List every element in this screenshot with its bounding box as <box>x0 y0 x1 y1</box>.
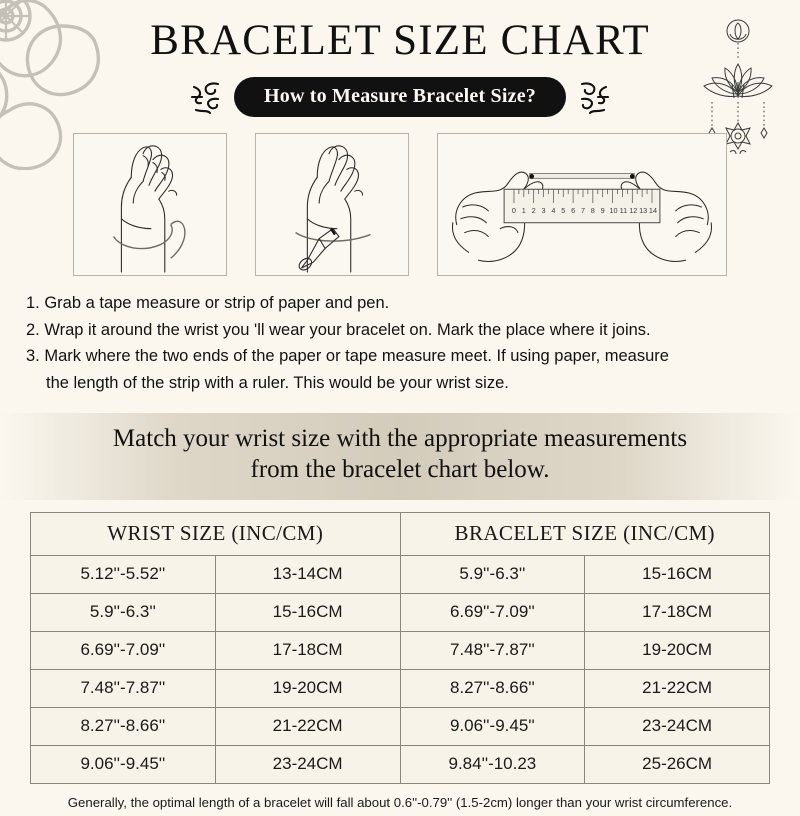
cell-wrist-cm: 23-24CM <box>214 744 401 784</box>
instruction-step-2: 2. Wrap it around the wrist you 'll wear… <box>26 320 651 339</box>
svg-text:9: 9 <box>601 206 605 215</box>
panel-wrist-tape <box>73 133 227 276</box>
banner-line-1: Match your wrist size with the appropria… <box>112 424 688 452</box>
table-row: 5.9''-6.3'' 15-16CM 6.69''-7.09'' 17-18C… <box>30 592 770 632</box>
cell-wrist-cm: 19-20CM <box>214 668 401 708</box>
flourish-left-icon <box>190 82 220 115</box>
banner-line-2: from the bracelet chart below. <box>250 456 550 484</box>
ruler-ticks <box>513 189 653 204</box>
cell-wrist-inch: 6.69''-7.09'' <box>30 630 216 670</box>
svg-text:5: 5 <box>561 206 565 215</box>
cell-bracelet-inch: 8.27''-8.66'' <box>399 668 586 708</box>
page-title: BRACELET SIZE CHART <box>150 17 650 64</box>
match-wrist-banner: Match your wrist size with the appropria… <box>0 412 800 500</box>
instruction-step-3: 3. Mark where the two ends of the paper … <box>26 347 669 366</box>
how-to-measure-pill[interactable]: How to Measure Bracelet Size? <box>233 77 566 117</box>
header-wrist-size: WRIST SIZE (INC/CM) <box>30 511 401 556</box>
cell-wrist-cm: 21-22CM <box>214 706 401 746</box>
cell-wrist-cm: 13-14CM <box>214 554 401 594</box>
footer-note: Generally, the optimal length of a brace… <box>67 794 733 810</box>
cell-wrist-inch: 7.48''-7.87'' <box>30 668 216 708</box>
cell-wrist-cm: 17-18CM <box>214 630 401 670</box>
instruction-step-3-cont: the length of the strip with a ruler. Th… <box>46 374 509 393</box>
cell-bracelet-cm: 17-18CM <box>584 592 770 632</box>
svg-text:1: 1 <box>522 206 526 215</box>
subtitle-row: How to Measure Bracelet Size? <box>0 77 800 117</box>
svg-text:6: 6 <box>571 206 575 215</box>
svg-text:2: 2 <box>532 206 536 215</box>
table-row: 9.06''-9.45'' 23-24CM 9.84''-10.23 25-26… <box>30 744 770 784</box>
table-row: 8.27''-8.66'' 21-22CM 9.06''-9.45'' 23-2… <box>30 706 770 746</box>
svg-text:8: 8 <box>591 206 595 215</box>
cell-wrist-inch: 9.06''-9.45'' <box>30 744 216 784</box>
table-header-row: WRIST SIZE (INC/CM) BRACELET SIZE (INC/C… <box>30 511 770 556</box>
cell-bracelet-cm: 21-22CM <box>584 668 770 708</box>
cell-bracelet-inch: 5.9''-6.3'' <box>399 554 586 594</box>
svg-text:12: 12 <box>629 206 637 215</box>
table-row: 5.12''-5.52'' 13-14CM 5.9''-6.3'' 15-16C… <box>30 554 770 594</box>
cell-bracelet-cm: 15-16CM <box>584 554 770 594</box>
cell-bracelet-cm: 23-24CM <box>584 706 770 746</box>
instructions-list: 1. Grab a tape measure or strip of paper… <box>26 290 774 397</box>
cell-bracelet-inch: 9.84''-10.23 <box>399 744 586 784</box>
svg-text:10: 10 <box>609 206 617 215</box>
cell-bracelet-inch: 9.06''-9.45'' <box>399 706 586 746</box>
svg-text:3: 3 <box>542 206 546 215</box>
svg-text:7: 7 <box>581 206 585 215</box>
svg-text:4: 4 <box>551 206 555 215</box>
cell-wrist-inch: 5.9''-6.3'' <box>30 592 216 632</box>
cell-bracelet-cm: 19-20CM <box>584 630 770 670</box>
cell-wrist-cm: 15-16CM <box>214 592 401 632</box>
cell-bracelet-cm: 25-26CM <box>584 744 770 784</box>
svg-text:11: 11 <box>620 206 628 215</box>
cell-wrist-inch: 8.27''-8.66'' <box>30 706 216 746</box>
cell-bracelet-inch: 7.48''-7.87'' <box>399 630 586 670</box>
flourish-right-icon <box>580 82 610 115</box>
table-row: 6.69''-7.09'' 17-18CM 7.48''-7.87'' 19-2… <box>30 630 770 670</box>
svg-text:13: 13 <box>639 206 647 215</box>
instruction-step-1: 1. Grab a tape measure or strip of paper… <box>26 294 390 312</box>
svg-text:14: 14 <box>649 206 657 215</box>
cell-bracelet-inch: 6.69''-7.09'' <box>399 592 586 632</box>
size-chart-table: WRIST SIZE (INC/CM) BRACELET SIZE (INC/C… <box>30 511 770 784</box>
svg-text:0: 0 <box>512 206 516 215</box>
size-chart-container: WRIST SIZE (INC/CM) BRACELET SIZE (INC/C… <box>30 511 770 784</box>
cell-wrist-inch: 5.12''-5.52'' <box>30 554 216 594</box>
table-row: 7.48''-7.87'' 19-20CM 8.27''-8.66'' 21-2… <box>30 668 770 708</box>
panel-wrist-mark-pen <box>255 133 409 276</box>
table-body: 5.12''-5.52'' 13-14CM 5.9''-6.3'' 15-16C… <box>30 554 770 784</box>
header-bracelet-size: BRACELET SIZE (INC/CM) <box>399 511 770 556</box>
